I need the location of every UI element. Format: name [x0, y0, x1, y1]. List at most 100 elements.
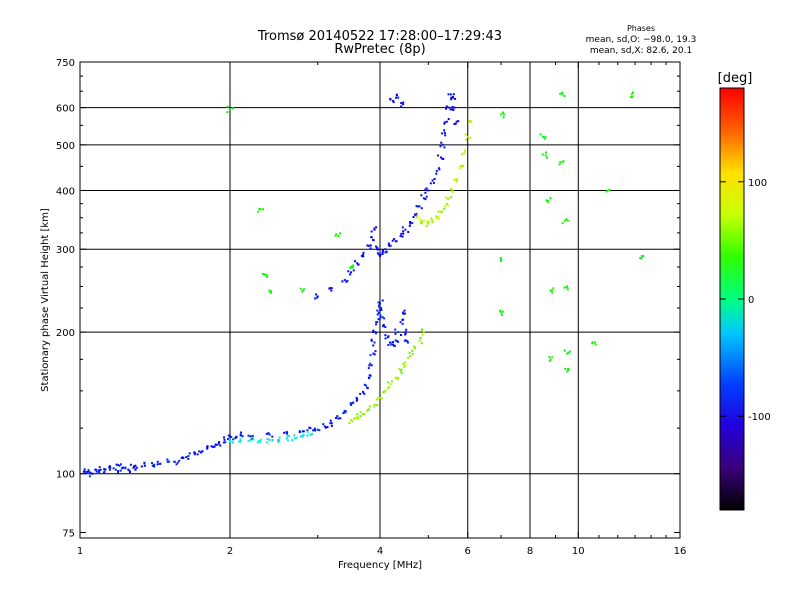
data-point	[427, 220, 430, 223]
data-point	[561, 222, 564, 225]
data-point	[302, 430, 305, 433]
data-point	[83, 468, 86, 471]
data-point	[452, 93, 455, 96]
data-point	[119, 463, 122, 466]
data-point	[239, 439, 242, 442]
data-point	[368, 377, 371, 380]
data-point	[403, 339, 406, 342]
data-point	[442, 158, 445, 160]
data-point	[373, 228, 376, 231]
data-point	[378, 318, 381, 320]
data-point	[397, 376, 400, 379]
data-point	[286, 439, 289, 442]
data-point	[372, 352, 375, 355]
data-point	[431, 179, 434, 182]
data-point	[339, 417, 342, 420]
data-point	[404, 228, 407, 231]
data-point	[549, 197, 552, 200]
data-point	[85, 471, 88, 473]
data-point	[551, 356, 554, 359]
data-point	[388, 244, 391, 247]
data-point	[247, 440, 250, 443]
data-point	[439, 156, 442, 159]
data-point	[378, 253, 381, 256]
data-points	[82, 91, 645, 478]
data-point	[443, 205, 446, 208]
data-point	[366, 244, 369, 247]
data-point	[129, 463, 132, 466]
data-point	[228, 439, 231, 442]
data-point	[394, 376, 397, 379]
data-point	[112, 467, 115, 470]
data-point	[550, 289, 553, 292]
data-point	[380, 397, 383, 400]
legend-line-x: mean, sd,X: 82.6, 20.1	[590, 46, 692, 56]
data-point	[200, 450, 203, 453]
data-point	[217, 442, 220, 445]
data-point	[91, 472, 94, 475]
data-point	[240, 431, 242, 434]
data-point	[127, 468, 130, 471]
data-point	[445, 196, 448, 199]
data-point	[404, 331, 407, 334]
colorbar-ticks: 100 0 -100	[720, 178, 771, 423]
data-point	[249, 438, 252, 441]
data-point	[407, 357, 410, 360]
data-point	[370, 364, 373, 367]
data-point	[640, 257, 643, 260]
data-point	[546, 201, 549, 203]
data-point	[359, 411, 362, 414]
data-point	[376, 252, 379, 255]
data-point	[591, 342, 594, 345]
data-point	[314, 297, 317, 300]
data-point	[286, 434, 289, 437]
data-point	[593, 341, 596, 344]
data-point	[397, 96, 400, 99]
data-point	[563, 95, 566, 98]
data-point	[213, 445, 216, 448]
data-point	[133, 465, 136, 468]
data-point	[223, 438, 226, 441]
data-point	[117, 470, 119, 473]
data-point	[349, 402, 352, 405]
data-point	[344, 410, 347, 413]
data-point	[124, 466, 127, 469]
data-point	[450, 188, 453, 191]
data-point	[373, 227, 376, 230]
data-point	[421, 333, 424, 336]
data-point	[382, 391, 385, 394]
data-point	[376, 309, 379, 312]
data-point	[265, 432, 268, 435]
data-point	[561, 93, 564, 96]
data-point	[403, 365, 406, 368]
data-point	[562, 160, 565, 163]
x-tick-label: 16	[674, 546, 687, 557]
data-point	[88, 475, 91, 478]
data-point	[224, 441, 227, 444]
data-point	[436, 215, 439, 218]
data-point	[314, 429, 317, 432]
data-point	[335, 233, 338, 236]
y-tick-label: 750	[56, 58, 75, 69]
y-tick-label: 200	[56, 328, 75, 339]
colorbar-tick-label: -100	[748, 412, 771, 423]
data-point	[566, 288, 569, 291]
data-point	[283, 431, 286, 434]
data-point	[382, 324, 385, 327]
data-point	[362, 390, 365, 393]
x-tick-label: 4	[377, 546, 383, 557]
data-point	[206, 446, 209, 449]
data-point	[469, 137, 472, 139]
data-point	[291, 439, 294, 441]
data-point	[375, 321, 378, 324]
data-point	[400, 372, 403, 375]
data-point	[348, 422, 351, 424]
data-point	[378, 308, 381, 311]
data-point	[372, 344, 375, 347]
data-point	[266, 275, 269, 278]
data-point	[301, 434, 304, 437]
data-point	[151, 462, 153, 465]
data-point	[356, 413, 359, 416]
data-point	[256, 441, 259, 444]
data-point	[445, 120, 448, 123]
